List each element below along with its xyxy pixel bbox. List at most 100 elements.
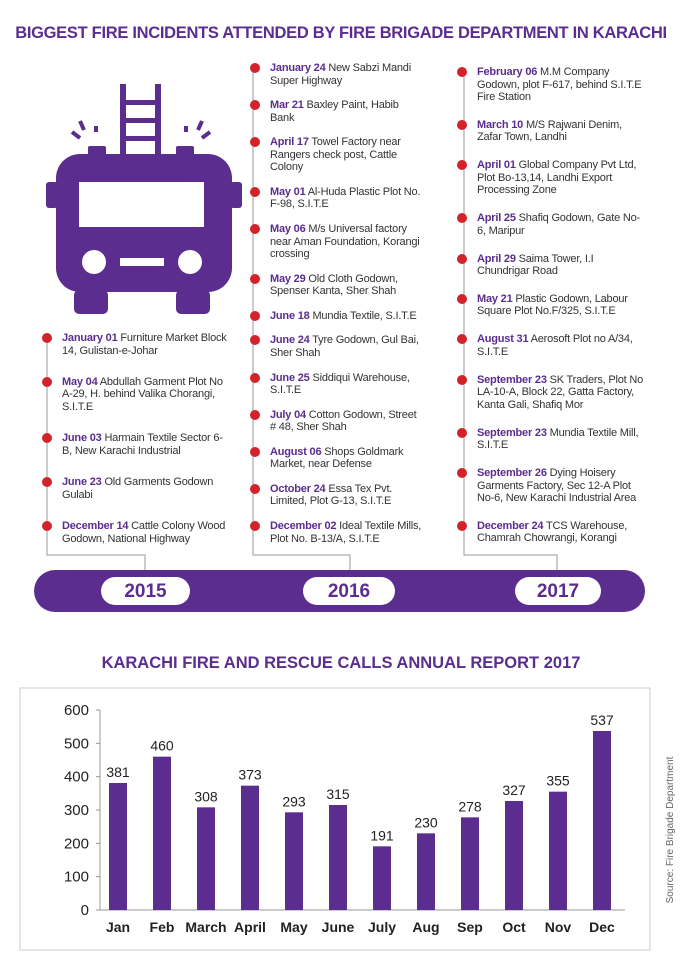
- incident-date: September 23: [477, 426, 547, 439]
- value-label: 191: [370, 827, 394, 843]
- incident-place: M/S Rajwani Denim, Zafar Town, Landhi: [477, 118, 622, 144]
- incident: June 25 Siddiqui Warehouse, S.I.T.E: [250, 372, 422, 397]
- bar: [153, 756, 171, 910]
- bar: [549, 791, 567, 910]
- bar: [241, 785, 259, 910]
- incident-date: January 01: [62, 332, 118, 344]
- incident: March 10 M/S Rajwani Denim, Zafar Town, …: [457, 118, 647, 144]
- x-tick-label: Jan: [106, 919, 130, 935]
- bar: [593, 731, 611, 910]
- x-tick-label: Sep: [457, 919, 483, 935]
- y-tick-label: 400: [64, 769, 89, 786]
- incident-date: April 29: [477, 252, 516, 265]
- incident: May 06 M/s Universal factory near Aman F…: [250, 223, 422, 261]
- incident: April 01 Global Company Pvt Ltd, Plot Bo…: [457, 159, 647, 197]
- source: Source: Fire Brigade Department: [665, 756, 676, 903]
- incident-date: May 29: [270, 272, 306, 285]
- incident-place: Baxley Paint, Habib Bank: [270, 99, 399, 124]
- incident: June 23 Old Garments Godown Gulabi: [42, 476, 227, 501]
- y-tick-label: 0: [81, 902, 89, 919]
- incident: January 01 Furniture Market Block 14, Gu…: [42, 332, 227, 357]
- incident-date: April 01: [477, 159, 516, 172]
- incident-place: Aerosoft Plot no A/34, S.I.T.E: [477, 333, 633, 358]
- incident-date: May 06: [270, 223, 306, 235]
- value-label: 308: [194, 788, 218, 804]
- incident-date: December 02: [270, 520, 337, 532]
- y-tick-label: 600: [64, 702, 89, 719]
- incident-date: August 06: [270, 445, 322, 458]
- timeline-column: January 01 Furniture Market Block 14, Gu…: [42, 332, 227, 545]
- incident-place: Dying Hoisery Garments Factory, Sec 12-A…: [477, 467, 637, 505]
- incident: June 18 Mundia Textile, S.I.T.E: [250, 309, 422, 323]
- incident-date: August 31: [477, 333, 529, 346]
- incident-date: June 23: [62, 476, 102, 489]
- x-tick-label: May: [280, 919, 307, 935]
- incident-place: Cattle Colony Wood Godown, National High…: [62, 520, 226, 545]
- incident-place: Cotton Godown, Street # 48, Sher Shah: [270, 408, 417, 434]
- timeline-column: February 06 M.M Company Godown, plot F-6…: [457, 66, 647, 545]
- value-label: 355: [546, 773, 570, 789]
- value-label: 381: [106, 764, 130, 780]
- incident-place: Mundia Textile, S.I.T.E: [312, 309, 417, 322]
- incident: April 29 Saima Tower, I.I Chundrigar Roa…: [457, 252, 647, 278]
- bar: [109, 783, 127, 910]
- value-label: 293: [282, 793, 306, 809]
- y-tick-label: 100: [64, 869, 89, 886]
- y-tick-label: 300: [64, 802, 89, 819]
- value-label: 537: [590, 712, 614, 728]
- x-tick-label: April: [234, 919, 266, 935]
- value-label: 373: [238, 767, 262, 783]
- incident: August 06 Shops Goldmark Market, near De…: [250, 445, 422, 471]
- incident: May 04 Abdullah Garment Plot No A-29, H.…: [42, 376, 227, 414]
- incident: September 23 Mundia Textile Mill, S.I.T.…: [457, 426, 647, 452]
- incident-place: Harmain Textile Sector 6-B, New Karachi …: [62, 432, 223, 457]
- x-tick-label: Feb: [150, 919, 175, 935]
- incident-date: July 04: [270, 408, 306, 421]
- incident-place: New Sabzi Mandi Super Highway: [270, 62, 411, 87]
- incident-date: March 10: [477, 118, 524, 131]
- incident-place: Shops Goldmark Market, near Defense: [270, 445, 404, 471]
- x-tick-label: Aug: [412, 919, 439, 935]
- incident-date: April 17: [270, 136, 309, 149]
- incident: October 24 Essa Tex Pvt. Limited, Plot G…: [250, 482, 422, 508]
- incident-date: June 18: [270, 309, 310, 322]
- value-label: 460: [150, 738, 174, 754]
- incident: February 06 M.M Company Godown, plot F-6…: [457, 66, 647, 104]
- year-label: 2016: [303, 577, 395, 605]
- incident-date: January 24: [270, 62, 326, 74]
- incident-place: Shafiq Godown, Gate No-6, Maripur: [477, 212, 640, 237]
- incident-date: September 23: [477, 373, 547, 386]
- incident-place: Mundia Textile Mill, S.I.T.E: [477, 426, 639, 452]
- y-tick-label: 500: [64, 735, 89, 752]
- incident-place: Global Company Pvt Ltd, Plot Bo-13,14, L…: [477, 159, 637, 197]
- bar: [417, 833, 435, 910]
- incident-date: February 06: [477, 66, 538, 78]
- bar: [461, 817, 479, 910]
- incident: April 25 Shafiq Godown, Gate No-6, Marip…: [457, 212, 647, 237]
- incident: June 03 Harmain Textile Sector 6-B, New …: [42, 432, 227, 457]
- year-label: 2015: [101, 577, 190, 605]
- incident: Mar 21 Baxley Paint, Habib Bank: [250, 99, 422, 124]
- x-tick-label: July: [368, 919, 396, 935]
- x-tick-label: Oct: [502, 919, 526, 935]
- incident-date: June 03: [62, 432, 102, 445]
- incident-date: September 26: [477, 467, 547, 480]
- incident: August 31 Aerosoft Plot no A/34, S.I.T.E: [457, 333, 647, 358]
- incident-place: M/s Universal factory near Aman Foundati…: [270, 223, 420, 260]
- incident-place: Towel Factory near Rangers check post, C…: [270, 136, 401, 174]
- x-tick-label: Dec: [589, 919, 615, 935]
- chart-frame: [19, 687, 651, 951]
- incident: September 23 SK Traders, Plot No LA-10-A…: [457, 373, 647, 412]
- fire-truck-icon: [46, 84, 242, 314]
- y-tick-label: 200: [64, 835, 89, 852]
- incident-date: May 01: [270, 185, 306, 198]
- incident-date: October 24: [270, 482, 326, 495]
- timeline-column: January 24 New Sabzi Mandi Super Highway…: [250, 62, 422, 545]
- incident-date: December 24: [477, 519, 544, 532]
- value-label: 327: [502, 782, 526, 798]
- incident: July 04 Cotton Godown, Street # 48, Sher…: [250, 408, 422, 434]
- incident: September 26 Dying Hoisery Garments Fact…: [457, 467, 647, 505]
- value-label: 230: [414, 814, 438, 830]
